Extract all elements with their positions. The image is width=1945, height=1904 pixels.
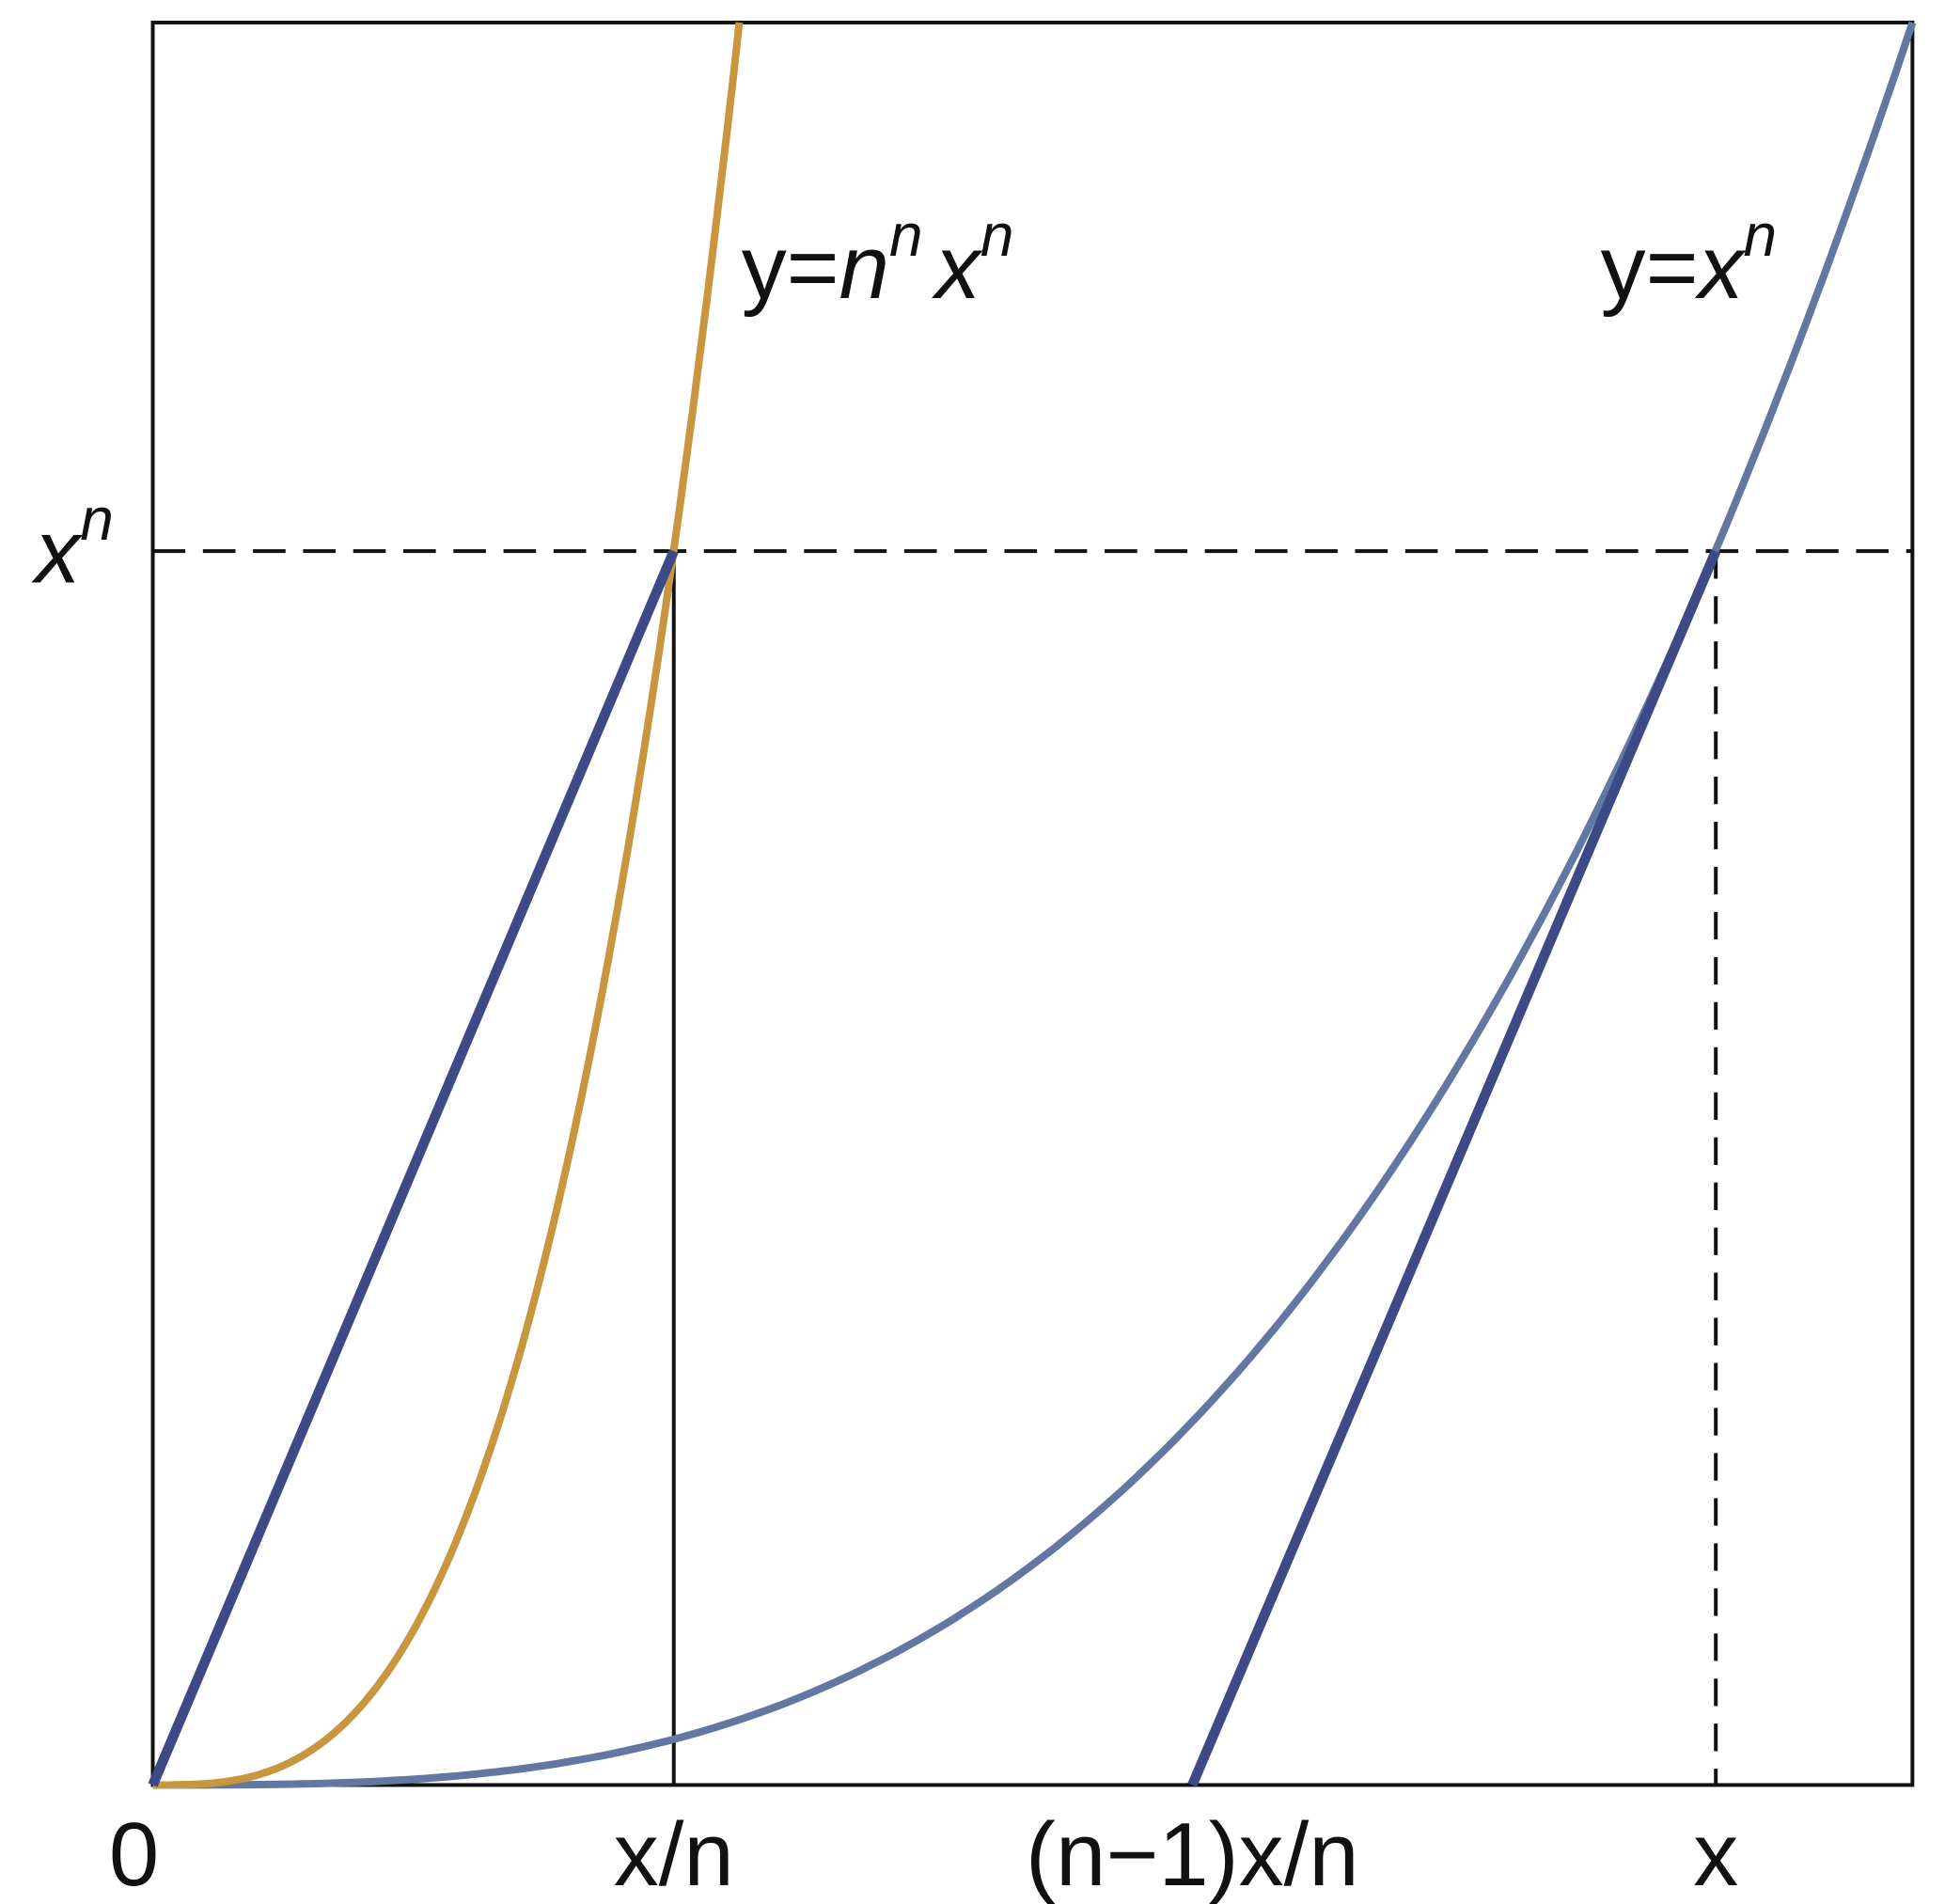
curve-scaled xyxy=(152,22,744,1789)
chord-left xyxy=(148,549,679,1787)
chord-right xyxy=(1187,549,1721,1787)
curve-label: y=nn xn xyxy=(742,201,1014,318)
x-axis-label: 0 xyxy=(109,1804,159,1904)
y-axis-label: xn xyxy=(31,485,114,602)
x-axis-label: x xyxy=(1693,1804,1738,1904)
curve-power xyxy=(152,21,1917,1789)
x-axis-label: (n−1)x/n xyxy=(1026,1804,1359,1904)
frame xyxy=(150,20,1915,1787)
curve-label: y=xn xyxy=(1601,201,1777,318)
x-axis-label: x/n xyxy=(614,1804,734,1904)
